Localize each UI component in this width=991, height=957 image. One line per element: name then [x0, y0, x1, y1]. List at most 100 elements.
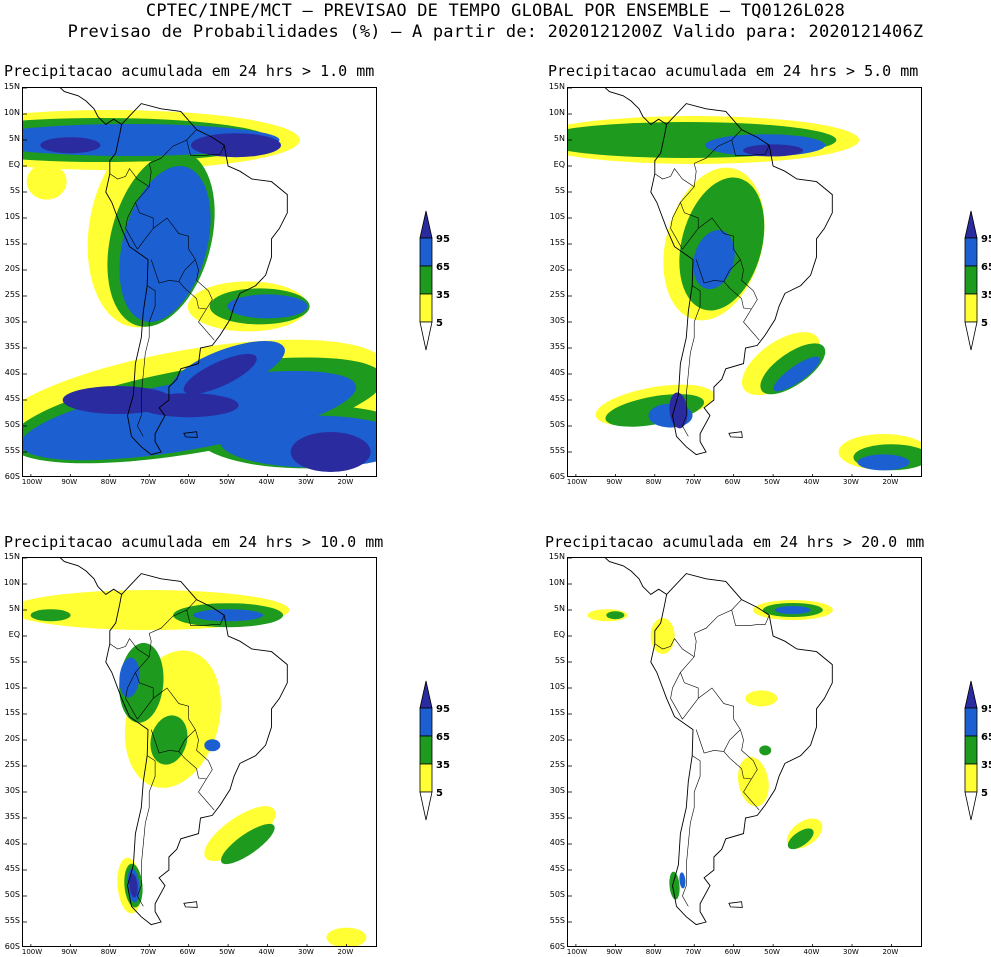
latitude-label: 45S [4, 394, 20, 403]
longitude-label: 100W [21, 948, 43, 956]
longitude-label: 60W [724, 948, 741, 956]
longitude-label: 100W [566, 948, 588, 956]
latitude-label: 55S [4, 446, 20, 455]
colorbar-20mm: 95 65 35 5 [963, 680, 991, 821]
colorbar-label: 5 [436, 788, 443, 799]
latitude-label: 25S [549, 290, 565, 299]
longitude-label: 50W [219, 948, 235, 956]
latitude-label: 25S [549, 760, 565, 769]
latitude-label: 5N [8, 604, 20, 613]
colorbar-label: 5 [981, 318, 988, 329]
latitude-label: 25S [4, 290, 20, 299]
latitude-label: 55S [4, 916, 20, 925]
latitude-label: 20S [549, 264, 565, 273]
colorbar-label: 65 [981, 732, 991, 743]
probability-shading [568, 116, 921, 471]
latitude-label: 5N [553, 604, 565, 613]
longitude-label: 40W [258, 478, 275, 486]
longitude-label: 30W [843, 948, 859, 956]
latitude-label: 10N [548, 578, 565, 587]
longitude-label: 70W [140, 948, 157, 956]
latitude-label: 35S [4, 812, 20, 821]
colorbar-label: 35 [981, 290, 991, 301]
latitude-label: 40S [549, 838, 565, 847]
coastlines-and-borders [59, 88, 288, 456]
latitude-label: 30S [4, 316, 20, 325]
map-svg [568, 88, 921, 476]
colorbar-svg [419, 210, 433, 351]
latitude-label: 10S [549, 212, 565, 221]
panel-title-20mm: Precipitacao acumulada em 24 hrs > 20.0 … [545, 533, 925, 551]
latitude-label: 15S [4, 238, 20, 247]
latitude-label: 15S [549, 238, 565, 247]
longitude-label: 30W [298, 478, 314, 486]
latitude-label: 50S [549, 420, 565, 429]
longitude-label: 100W [21, 478, 43, 486]
latitude-label: 10S [4, 212, 20, 221]
latitude-label: 5S [9, 186, 20, 195]
latitude-label: 55S [549, 916, 565, 925]
map-title-line-1: CPTEC/INPE/MCT – PREVISAO DE TEMPO GLOBA… [145, 1, 846, 21]
latitude-label: EQ [8, 160, 20, 169]
longitude-label: 50W [764, 478, 780, 486]
latitude-label: 5S [554, 186, 565, 195]
map-panel-20mm [567, 557, 922, 947]
map-panel-10mm [22, 557, 377, 947]
latitude-label: 50S [4, 420, 20, 429]
map-svg [23, 88, 376, 476]
longitude-label: 90W [61, 478, 78, 486]
latitude-label: 35S [4, 342, 20, 351]
longitude-label: 20W [337, 948, 354, 956]
map-panel-1mm [22, 87, 377, 477]
latitude-label: 40S [4, 368, 20, 377]
longitude-label: 80W [100, 478, 117, 486]
probability-shading [23, 590, 367, 946]
latitude-label: 5N [8, 134, 20, 143]
colorbar-1mm: 95 65 35 5 [418, 210, 458, 351]
colorbar-5mm: 95 65 35 5 [963, 210, 991, 351]
longitude-label: 40W [803, 478, 820, 486]
colorbar-label: 95 [436, 704, 450, 715]
colorbar-label: 35 [436, 760, 450, 771]
latitude-label: 20S [549, 734, 565, 743]
latitude-label: 30S [549, 316, 565, 325]
colorbar-label: 5 [981, 788, 988, 799]
latitude-label: 30S [4, 786, 20, 795]
longitude-label: 30W [843, 478, 859, 486]
latitude-label: 15N [3, 82, 20, 91]
latitude-label: 5S [554, 656, 565, 665]
colorbar-label: 35 [981, 760, 991, 771]
colorbar-label: 5 [436, 318, 443, 329]
latitude-label: 50S [549, 890, 565, 899]
coastlines-and-borders [604, 88, 833, 456]
latitude-label: 35S [549, 342, 565, 351]
colorbar-label: 65 [436, 262, 450, 273]
longitude-label: 60W [179, 948, 196, 956]
probability-shading [23, 110, 376, 472]
latitude-label: EQ [553, 630, 565, 639]
colorbar-svg [964, 210, 978, 351]
latitude-label: 30S [549, 786, 565, 795]
longitude-label: 80W [645, 948, 662, 956]
longitude-label: 50W [219, 478, 235, 486]
colorbar-10mm: 95 65 35 5 [418, 680, 458, 821]
latitude-label: 15N [548, 82, 565, 91]
longitude-label: 80W [645, 478, 662, 486]
latitude-label: 45S [549, 394, 565, 403]
map-svg [23, 558, 367, 946]
latitude-label: 5S [9, 656, 20, 665]
latitude-label: 15S [4, 708, 20, 717]
latitude-label: 5N [553, 134, 565, 143]
colorbar-label: 95 [981, 234, 991, 245]
latitude-label: 60S [549, 472, 565, 481]
latitude-label: 10S [549, 682, 565, 691]
latitude-label: 55S [549, 446, 565, 455]
longitude-label: 90W [606, 948, 623, 956]
latitude-label: 10N [3, 108, 20, 117]
longitude-label: 30W [298, 948, 314, 956]
latitude-label: 60S [4, 472, 20, 481]
longitude-label: 40W [258, 948, 275, 956]
panel-title-10mm: Precipitacao acumulada em 24 hrs > 10.0 … [4, 533, 384, 551]
map-svg [568, 558, 892, 946]
latitude-label: 35S [549, 812, 565, 821]
